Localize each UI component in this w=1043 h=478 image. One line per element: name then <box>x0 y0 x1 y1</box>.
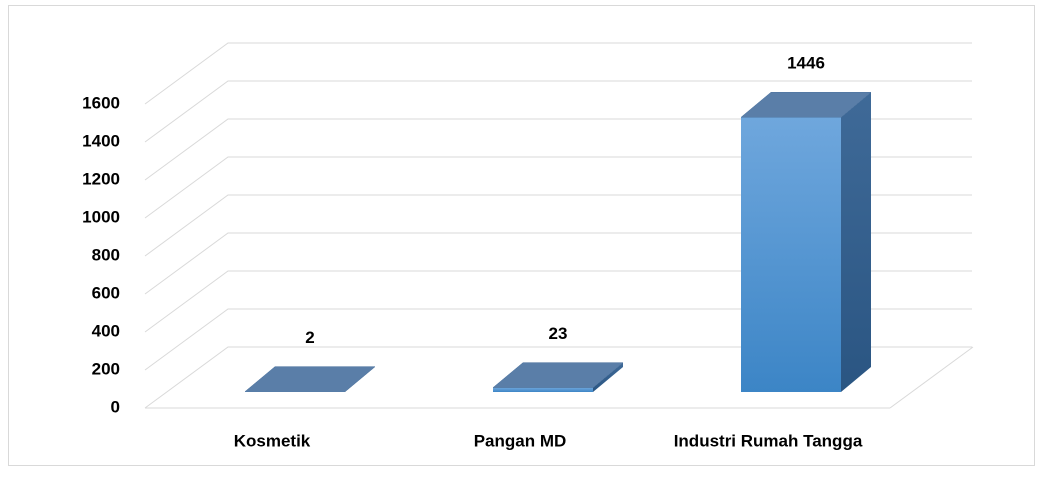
bar-top <box>493 363 623 388</box>
data-label: 2 <box>305 328 314 347</box>
bar-side <box>841 92 871 392</box>
y-tick-label: 800 <box>92 245 120 264</box>
bar-front <box>741 117 841 392</box>
x-tick-label: Pangan MD <box>474 431 567 450</box>
y-tick-label: 1400 <box>82 131 120 150</box>
x-tick-label: Industri Rumah Tangga <box>674 431 863 450</box>
y-tick-label: 400 <box>92 321 120 340</box>
chart-border <box>9 6 1035 466</box>
y-tick-label: 1000 <box>82 207 120 226</box>
data-label: 1446 <box>787 54 825 73</box>
y-tick-label: 200 <box>92 359 120 378</box>
y-tick-label: 600 <box>92 283 120 302</box>
bar-front <box>493 388 593 392</box>
bar-top <box>245 367 375 392</box>
x-tick-label: Kosmetik <box>234 431 311 450</box>
y-tick-label: 1600 <box>82 93 120 112</box>
data-label: 23 <box>549 324 568 343</box>
y-tick-label: 0 <box>111 397 120 416</box>
floor-edge <box>890 347 973 408</box>
y-tick-label: 1200 <box>82 169 120 188</box>
